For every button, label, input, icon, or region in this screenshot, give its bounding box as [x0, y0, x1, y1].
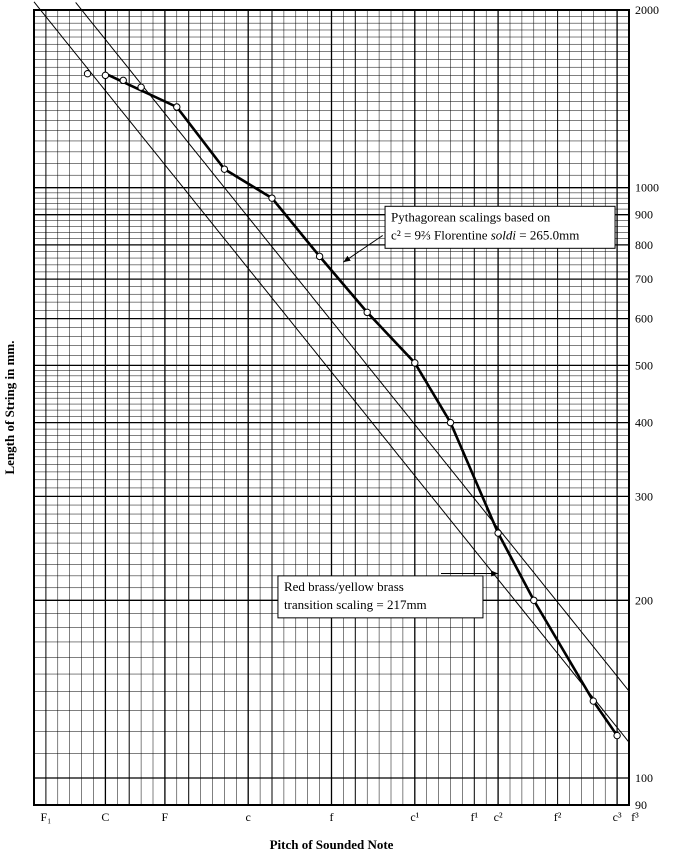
data-marker — [138, 84, 144, 90]
y-tick-label: 2000 — [635, 3, 659, 17]
data-marker — [412, 360, 418, 366]
y-tick-label: 700 — [635, 272, 653, 286]
data-marker — [84, 70, 90, 76]
y-tick-label: 100 — [635, 771, 653, 785]
x-tick-label: f³ — [631, 810, 639, 824]
chart-bg — [0, 0, 681, 857]
y-tick-label: 200 — [635, 593, 653, 607]
y-tick-label: 1000 — [635, 181, 659, 195]
data-marker — [174, 104, 180, 110]
data-marker — [447, 419, 453, 425]
string-length-chart: Pythagorean scalings based on c² = 9⅔ Flo… — [0, 0, 681, 857]
y-tick-label: 800 — [635, 238, 653, 252]
x-tick-label: F — [162, 810, 169, 824]
annotation-brass-text: transition scaling = 217mm — [284, 597, 427, 612]
data-marker — [364, 309, 370, 315]
annotation-pythagorean-text: c² = 9⅔ Florentine soldi = 265.0mm — [391, 227, 579, 242]
annotation-pythagorean-text: Pythagorean scalings based on — [391, 209, 551, 224]
data-marker — [614, 732, 620, 738]
data-marker — [590, 698, 596, 704]
data-marker — [269, 195, 275, 201]
x-tick-label: F₁ — [40, 810, 51, 824]
x-tick-label: c¹ — [410, 810, 419, 824]
data-marker — [531, 597, 537, 603]
data-marker — [495, 530, 501, 536]
y-tick-label: 500 — [635, 358, 653, 372]
x-tick-label: c² — [494, 810, 503, 824]
y-tick-label: 600 — [635, 312, 653, 326]
y-tick-label: 300 — [635, 489, 653, 503]
y-tick-label: 900 — [635, 208, 653, 222]
data-marker — [316, 253, 322, 259]
x-tick-label: f¹ — [471, 810, 479, 824]
annotation-brass-text: Red brass/yellow brass — [284, 579, 404, 594]
x-tick-label: f — [330, 810, 334, 824]
x-tick-label: c³ — [613, 810, 622, 824]
x-tick-label: f² — [554, 810, 562, 824]
y-axis-label: Length of String in mm. — [2, 341, 17, 475]
data-marker — [221, 166, 227, 172]
data-marker — [120, 77, 126, 83]
x-axis-label: Pitch of Sounded Note — [270, 837, 394, 852]
x-tick-label: C — [101, 810, 109, 824]
x-tick-label: c — [246, 810, 251, 824]
y-tick-label: 400 — [635, 416, 653, 430]
data-marker — [102, 72, 108, 78]
